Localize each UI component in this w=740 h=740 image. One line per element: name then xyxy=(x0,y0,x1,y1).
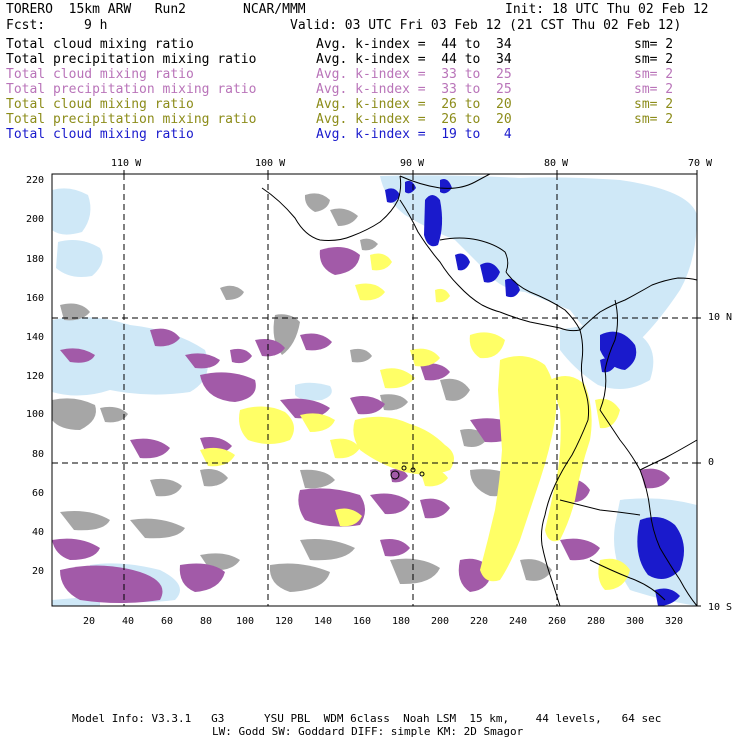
org-label: NCAR/MMM xyxy=(243,2,306,17)
y-tick: 80 xyxy=(32,449,45,460)
physics-info: LW: Godd SW: Goddard DIFF: simple KM: 2D… xyxy=(212,725,524,738)
lat-label: 10 S xyxy=(708,602,733,613)
legend-sm: sm= 2 xyxy=(634,112,674,127)
x-tick: 100 xyxy=(236,616,255,627)
lon-label: 70 W xyxy=(688,158,713,169)
x-tick: 20 xyxy=(83,616,96,627)
x-tick: 80 xyxy=(200,616,213,627)
y-tick: 100 xyxy=(26,409,45,420)
x-tick: 240 xyxy=(509,616,528,627)
x-tick: 220 xyxy=(470,616,489,627)
coastline xyxy=(261,173,698,607)
lon-label: 100 W xyxy=(255,158,286,169)
model-title: TORERO 15km ARW Run2 xyxy=(6,2,187,17)
legend-row: Total precipitation mixing ratio Avg. k-… xyxy=(6,52,734,67)
legend-name: Total precipitation mixing ratio xyxy=(6,112,257,127)
legend-sm: sm= 2 xyxy=(634,67,674,82)
lat-label: 10 N xyxy=(708,312,733,323)
init-time: Init: 18 UTC Thu 02 Feb 12 xyxy=(505,2,709,17)
model-info: Model Info: V3.3.1 G3 YSU PBL WDM 6class… xyxy=(72,712,662,725)
legend-sm: sm= 2 xyxy=(634,97,674,112)
legend-row: Total cloud mixing ratio Avg. k-index = … xyxy=(6,97,734,112)
x-tick: 280 xyxy=(587,616,606,627)
y-tick: 160 xyxy=(26,293,45,304)
legend-row: Total cloud mixing ratio Avg. k-index = … xyxy=(6,127,734,142)
lat-label: 0 xyxy=(708,457,715,468)
legend-avg: Avg. k-index = 26 to 20 xyxy=(316,112,512,127)
legend-row: Total precipitation mixing ratio Avg. k-… xyxy=(6,112,734,127)
x-tick: 140 xyxy=(314,616,333,627)
x-tick: 180 xyxy=(392,616,411,627)
lat-lon-grid xyxy=(52,174,697,606)
legend-row: Total cloud mixing ratio Avg. k-index = … xyxy=(6,37,734,52)
legend-row: Total precipitation mixing ratio Avg. k-… xyxy=(6,82,734,97)
y-tick: 180 xyxy=(26,254,45,265)
x-tick: 40 xyxy=(122,616,135,627)
legend-name: Total cloud mixing ratio xyxy=(6,67,194,82)
lon-label: 80 W xyxy=(544,158,569,169)
axis-ticks xyxy=(123,170,701,607)
y-tick: 40 xyxy=(32,527,45,538)
legend-name: Total cloud mixing ratio xyxy=(6,37,194,52)
legend-sm: sm= 2 xyxy=(634,37,674,52)
x-tick: 60 xyxy=(161,616,174,627)
precip-field-purple xyxy=(52,246,670,603)
x-tick: 120 xyxy=(275,616,294,627)
y-tick: 20 xyxy=(32,566,45,577)
cloud-field-light-blue xyxy=(52,175,697,606)
fcst-label: Fcst: xyxy=(6,18,46,33)
legend-avg: Avg. k-index = 33 to 25 xyxy=(316,82,512,97)
legend-avg: Avg. k-index = 26 to 20 xyxy=(316,97,512,112)
lon-label: 110 W xyxy=(111,158,142,169)
legend-name: Total cloud mixing ratio xyxy=(6,127,194,142)
y-tick: 220 xyxy=(26,175,45,186)
legend-avg: Avg. k-index = 19 to 4 xyxy=(316,127,512,142)
legend-avg: Avg. k-index = 33 to 25 xyxy=(316,67,512,82)
x-tick: 200 xyxy=(431,616,450,627)
y-tick: 140 xyxy=(26,332,45,343)
x-tick: 260 xyxy=(548,616,567,627)
x-tick: 300 xyxy=(626,616,645,627)
fcst-value: 9 h xyxy=(84,18,108,33)
valid-time: Valid: 03 UTC Fri 03 Feb 12 (21 CST Thu … xyxy=(290,18,682,33)
legend-sm: sm= 2 xyxy=(634,82,674,97)
legend-row: Total cloud mixing ratio Avg. k-index = … xyxy=(6,67,734,82)
legend-name: Total precipitation mixing ratio xyxy=(6,52,257,67)
lon-label: 90 W xyxy=(400,158,425,169)
legend-sm: sm= 2 xyxy=(634,52,674,67)
legend-avg: Avg. k-index = 44 to 34 xyxy=(316,37,512,52)
legend-name: Total cloud mixing ratio xyxy=(6,97,194,112)
y-tick: 120 xyxy=(26,371,45,382)
x-tick: 320 xyxy=(665,616,684,627)
x-tick: 160 xyxy=(353,616,372,627)
legend-name: Total precipitation mixing ratio xyxy=(6,82,257,97)
map-frame xyxy=(51,173,698,607)
y-tick: 200 xyxy=(26,214,45,225)
legend-avg: Avg. k-index = 44 to 34 xyxy=(316,52,512,67)
y-tick: 60 xyxy=(32,488,45,499)
